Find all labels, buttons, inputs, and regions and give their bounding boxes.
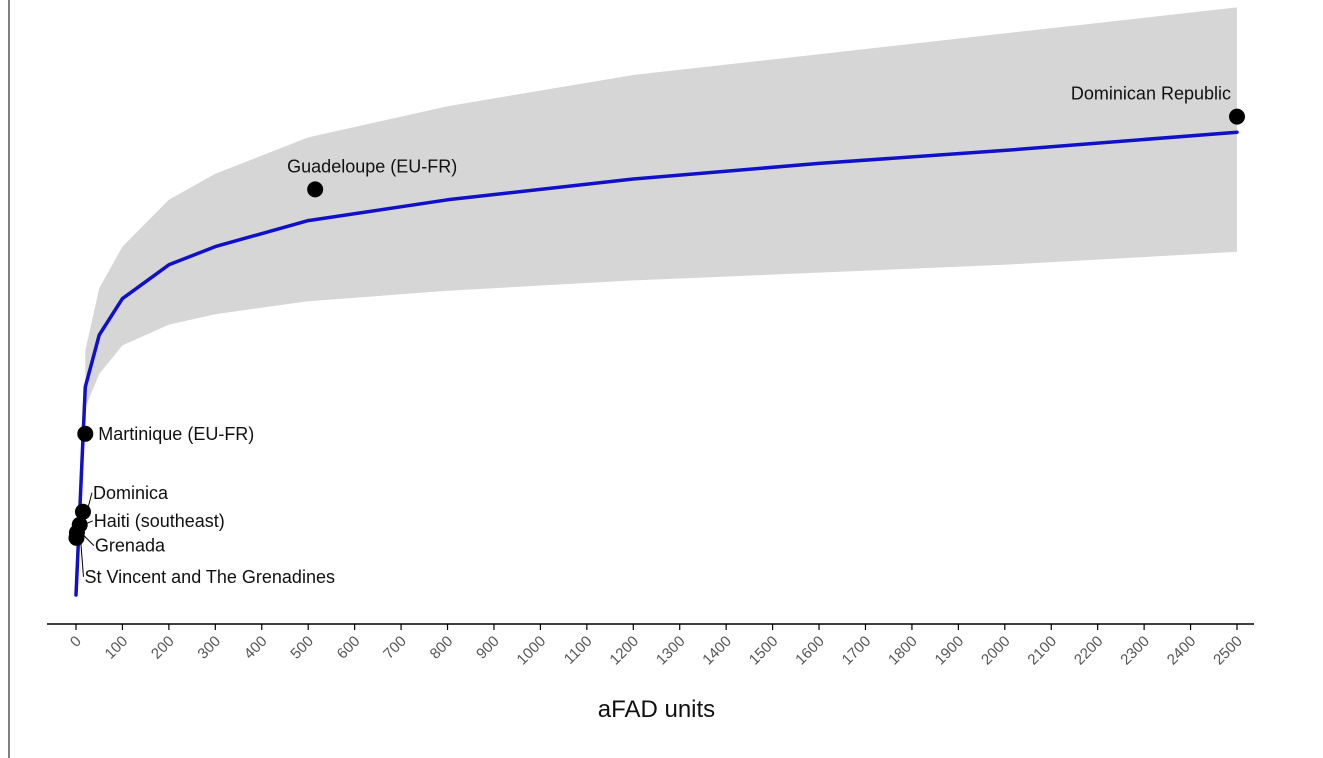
- x-tick-label: 1000: [514, 633, 550, 669]
- x-tick-label: 100: [102, 633, 132, 663]
- x-axis-tick-labels: 0 100 200 300 400 500 600 700 800 900 1000 1100 1200…: [67, 633, 1246, 669]
- x-axis: 0 100 200 300 400 500 600 700 800 900 1000 1100 1200…: [47, 623, 1254, 669]
- data-point: [68, 529, 85, 546]
- data-point-labels: Dominican Republic Guadeloupe (EU-FR) Mart…: [84, 84, 1231, 587]
- data-point-label: Dominican Republic: [1071, 84, 1231, 104]
- x-tick-label: 1400: [699, 633, 735, 669]
- x-tick-label: 2500: [1210, 633, 1246, 669]
- x-tick-label: 2100: [1024, 633, 1060, 669]
- x-tick-label: 1300: [653, 633, 689, 669]
- fit-line: [74, 130, 1239, 597]
- x-tick-label: 2400: [1164, 633, 1200, 669]
- x-tick-label: 1100: [561, 633, 596, 668]
- data-point: [307, 181, 324, 198]
- x-tick-label: 1600: [792, 633, 828, 669]
- x-tick-label: 1200: [606, 633, 642, 669]
- data-point: [1229, 108, 1245, 125]
- x-tick-label: 300: [194, 633, 224, 663]
- x-axis-title: aFAD units: [598, 696, 715, 723]
- x-tick-label: 200: [148, 633, 178, 663]
- x-tick-label: 1700: [839, 633, 875, 669]
- x-tick-label: 2300: [1117, 633, 1153, 669]
- data-point-label: Haiti (southeast): [94, 511, 225, 531]
- data-point: [74, 503, 91, 520]
- data-point-label: Grenada: [95, 536, 166, 556]
- data-points: [68, 108, 1245, 546]
- confidence-band: [85, 7, 1238, 408]
- data-point-label: Martinique (EU-FR): [98, 424, 254, 444]
- x-tick-label: 700: [380, 633, 410, 663]
- x-axis-ticks: [75, 624, 1238, 630]
- x-tick-label: 0: [67, 633, 85, 651]
- data-point-label: Guadeloupe (EU-FR): [287, 156, 457, 176]
- x-tick-label: 1900: [932, 633, 968, 669]
- x-tick-label: 2000: [978, 633, 1014, 669]
- x-tick-label: 600: [334, 633, 364, 663]
- data-point-label: Dominica: [93, 483, 169, 503]
- data-point: [77, 425, 94, 442]
- x-tick-label: 400: [241, 633, 271, 663]
- x-tick-label: 1800: [885, 633, 921, 669]
- x-tick-label: 2200: [1071, 633, 1107, 669]
- x-tick-label: 800: [427, 633, 457, 663]
- x-tick-label: 1500: [746, 633, 782, 669]
- x-tick-label: 900: [473, 633, 503, 663]
- data-point-label: St Vincent and The Grenadines: [84, 567, 335, 587]
- x-tick-label: 500: [287, 633, 317, 663]
